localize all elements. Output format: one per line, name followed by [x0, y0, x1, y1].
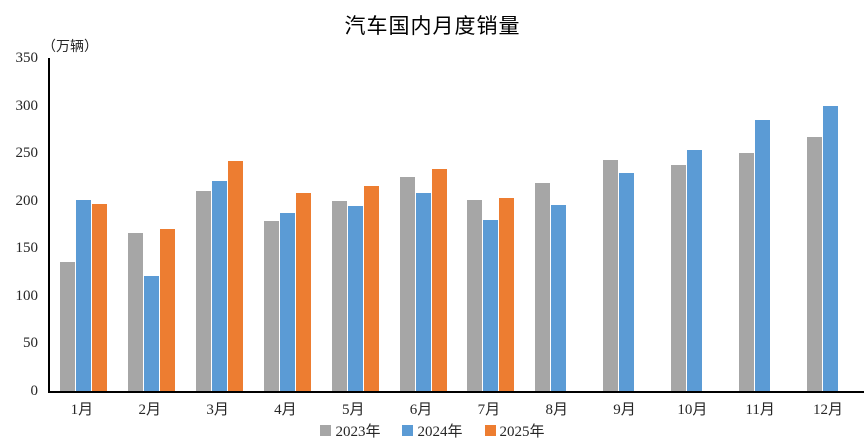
- y-tick-label: 300: [15, 97, 39, 114]
- y-tick-label: 50: [23, 335, 38, 352]
- legend-label: 2025年: [499, 424, 545, 440]
- legend-swatch-icon: [320, 425, 332, 436]
- bar-group-8月: [525, 58, 593, 391]
- y-tick-label: 150: [15, 240, 39, 257]
- bar-2025年-4月: [295, 193, 311, 391]
- legend-swatch-icon: [402, 425, 414, 436]
- legend-label: 2023年: [335, 424, 381, 440]
- bar-2025年-2月: [160, 229, 176, 391]
- x-axis-label-6月: 6月: [409, 402, 433, 418]
- bar-2023年-11月: [738, 153, 754, 391]
- x-axis-label-5月: 5月: [341, 402, 365, 418]
- bar-2025年-6月: [431, 169, 447, 391]
- legend-swatch-icon: [484, 425, 496, 436]
- bar-2023年-7月: [467, 200, 483, 391]
- plot-area: [48, 58, 864, 393]
- bar-2023年-9月: [603, 160, 619, 391]
- legend-item-2023年: 2023年: [320, 420, 380, 441]
- bar-2023年-4月: [263, 221, 279, 391]
- y-tick-label: 350: [15, 50, 39, 66]
- legend: 2023年 2024年 2025年: [0, 420, 865, 441]
- x-axis-label-7月: 7月: [477, 402, 501, 418]
- x-axis-label-3月: 3月: [206, 402, 229, 418]
- x-axis-label-9月: 9月: [613, 402, 636, 418]
- x-axis-label-12月: 12月: [813, 402, 844, 418]
- bar-2024年-3月: [212, 181, 228, 391]
- bar-2024年-11月: [754, 120, 770, 391]
- y-tick-label: 200: [15, 192, 39, 209]
- legend-item-2025年: 2025年: [484, 420, 545, 441]
- bar-2024年-2月: [144, 276, 160, 391]
- legend-label: 2024年: [417, 424, 463, 440]
- bar-2023年-12月: [806, 137, 822, 391]
- bar-2023年-10月: [670, 165, 686, 391]
- bar-2024年-8月: [551, 205, 567, 391]
- y-tick-label: 100: [15, 287, 39, 304]
- bar-2023年-2月: [128, 233, 144, 391]
- bar-2025年-3月: [228, 161, 244, 391]
- bar-groups: [50, 58, 864, 391]
- bar-2023年-3月: [196, 191, 212, 391]
- bar-2023年-6月: [399, 177, 415, 391]
- bar-2023年-1月: [60, 262, 76, 391]
- x-axis-label-8月: 8月: [545, 402, 568, 418]
- bar-2024年-1月: [76, 200, 92, 391]
- bar-2024年-6月: [415, 193, 431, 391]
- x-axis-label-1月: 1月: [70, 402, 94, 418]
- bar-group-1月: [50, 58, 118, 391]
- bar-group-11月: [728, 58, 796, 391]
- bar-2025年-5月: [363, 186, 379, 391]
- bar-group-5月: [321, 58, 389, 391]
- bar-2024年-5月: [347, 206, 363, 391]
- y-axis-unit-label: （万辆）: [42, 40, 98, 55]
- bar-2024年-12月: [822, 106, 838, 391]
- bar-group-10月: [660, 58, 728, 391]
- bar-group-4月: [253, 58, 321, 391]
- bar-group-2月: [118, 58, 186, 391]
- bar-2025年-7月: [499, 198, 515, 391]
- bar-group-3月: [186, 58, 254, 391]
- bar-group-12月: [796, 58, 864, 391]
- legend-item-2024年: 2024年: [402, 420, 463, 441]
- bar-group-6月: [389, 58, 457, 391]
- x-axis-label-10月: 10月: [677, 402, 708, 418]
- bar-2024年-4月: [279, 213, 295, 391]
- x-axis-label-4月: 4月: [274, 402, 297, 418]
- y-tick-label: 250: [15, 145, 39, 162]
- bar-2023年-5月: [331, 201, 347, 391]
- x-axis-label-11月: 11月: [745, 402, 775, 418]
- bar-2023年-8月: [535, 183, 551, 391]
- bar-2024年-10月: [686, 150, 702, 391]
- x-axis-labels: 1月 2月 3月 4月 5月 6月 7月 8月 9月 10月 11月 12月: [48, 398, 862, 419]
- bar-group-9月: [593, 58, 661, 391]
- bar-2024年-9月: [619, 173, 635, 391]
- bar-2024年-7月: [483, 220, 499, 391]
- bar-group-7月: [457, 58, 525, 391]
- chart-title: 汽车国内月度销量: [344, 14, 521, 38]
- bar-2025年-1月: [92, 204, 108, 391]
- y-tick-label: 0: [30, 383, 39, 399]
- x-axis-label-2月: 2月: [138, 402, 161, 418]
